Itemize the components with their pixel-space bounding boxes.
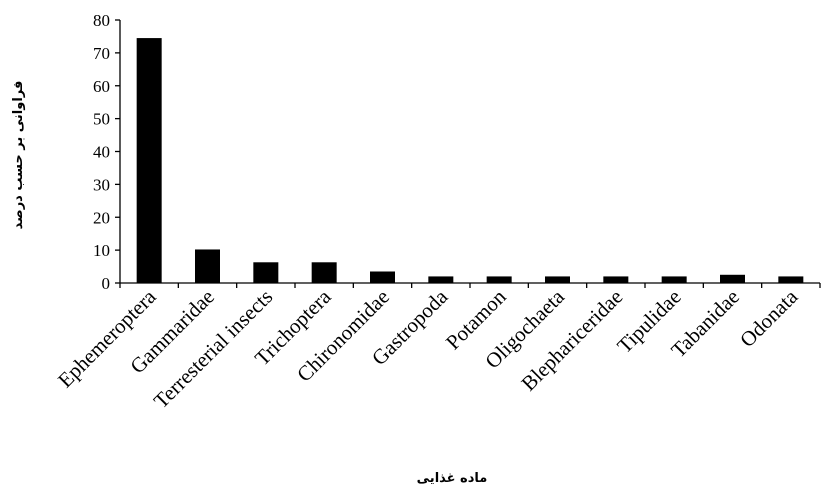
x-axis [119, 282, 821, 288]
y-tick-label: 70 [93, 44, 110, 63]
y-axis: 0 10 20 30 40 50 60 70 80 [93, 11, 121, 293]
bars [136, 38, 804, 283]
bar [486, 276, 512, 283]
y-tick-label: 60 [93, 77, 110, 96]
bar [136, 38, 162, 283]
y-tick-label: 20 [93, 208, 110, 227]
category-label: Ephemeroptera [53, 284, 161, 392]
bar [253, 262, 279, 283]
bar [428, 276, 454, 283]
bar [370, 271, 395, 283]
bar [720, 274, 745, 283]
y-tick-label: 0 [102, 274, 111, 293]
x-axis-title: ماده غذایی [417, 471, 488, 486]
category-label: Odonata [735, 284, 803, 352]
bar [545, 276, 570, 283]
y-tick-label: 30 [93, 175, 110, 194]
y-tick-label: 80 [93, 11, 110, 30]
bar [603, 276, 629, 283]
y-axis-title: فراوانی بر حسب درصد [11, 81, 26, 230]
y-tick-label: 10 [93, 241, 110, 260]
bar [311, 262, 337, 283]
bar [778, 276, 804, 283]
y-tick-label: 50 [93, 110, 110, 129]
category-label: Blephariceridae [516, 285, 627, 396]
y-tick-label: 40 [93, 143, 110, 162]
bar [661, 276, 687, 283]
bar [195, 249, 220, 283]
